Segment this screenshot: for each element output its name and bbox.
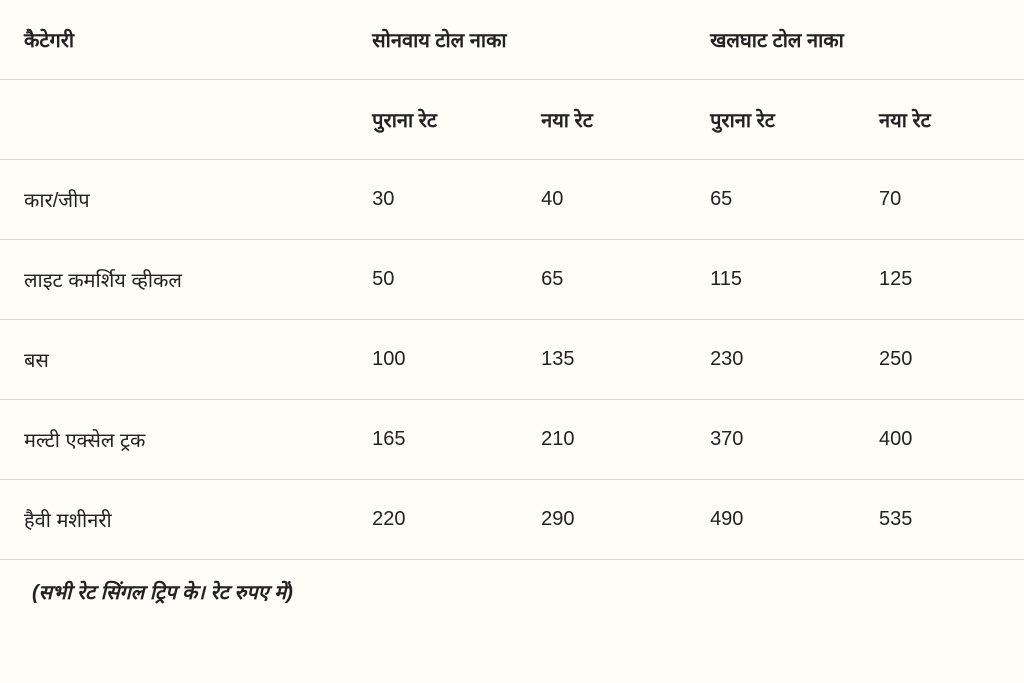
col-header-toll2-old: पुराना रेट bbox=[686, 80, 855, 160]
cell-category: हैवी मशीनरी bbox=[0, 480, 348, 560]
table-body: कार/जीप 30 40 65 70 लाइट कमर्शिय व्हीकल … bbox=[0, 160, 1024, 560]
cell-value: 370 bbox=[686, 400, 855, 480]
cell-value: 135 bbox=[517, 320, 686, 400]
cell-value: 400 bbox=[855, 400, 1024, 480]
table-row: बस 100 135 230 250 bbox=[0, 320, 1024, 400]
cell-category: लाइट कमर्शिय व्हीकल bbox=[0, 240, 348, 320]
cell-category: कार/जीप bbox=[0, 160, 348, 240]
table-row: मल्टी एक्सेल ट्रक 165 210 370 400 bbox=[0, 400, 1024, 480]
toll-rate-table: कैटेगरी सोनवाय टोल नाका खलघाट टोल नाका प… bbox=[0, 0, 1024, 560]
cell-value: 70 bbox=[855, 160, 1024, 240]
cell-value: 535 bbox=[855, 480, 1024, 560]
cell-value: 65 bbox=[517, 240, 686, 320]
cell-value: 220 bbox=[348, 480, 517, 560]
cell-value: 210 bbox=[517, 400, 686, 480]
col-header-toll1: सोनवाय टोल नाका bbox=[348, 0, 686, 80]
cell-value: 250 bbox=[855, 320, 1024, 400]
cell-value: 65 bbox=[686, 160, 855, 240]
col-header-toll1-new: नया रेट bbox=[517, 80, 686, 160]
cell-value: 230 bbox=[686, 320, 855, 400]
table-row: हैवी मशीनरी 220 290 490 535 bbox=[0, 480, 1024, 560]
cell-value: 100 bbox=[348, 320, 517, 400]
table-footnote: (सभी रेट सिंगल ट्रिप के। रेट रुपए में) bbox=[0, 560, 1024, 605]
cell-value: 30 bbox=[348, 160, 517, 240]
table-row: लाइट कमर्शिय व्हीकल 50 65 115 125 bbox=[0, 240, 1024, 320]
col-header-toll1-old: पुराना रेट bbox=[348, 80, 517, 160]
cell-value: 115 bbox=[686, 240, 855, 320]
cell-category: मल्टी एक्सेल ट्रक bbox=[0, 400, 348, 480]
col-header-category: कैटेगरी bbox=[0, 0, 348, 80]
cell-value: 40 bbox=[517, 160, 686, 240]
col-header-empty bbox=[0, 80, 348, 160]
table-header-row-1: कैटेगरी सोनवाय टोल नाका खलघाट टोल नाका bbox=[0, 0, 1024, 80]
cell-value: 125 bbox=[855, 240, 1024, 320]
cell-value: 165 bbox=[348, 400, 517, 480]
cell-value: 290 bbox=[517, 480, 686, 560]
cell-value: 50 bbox=[348, 240, 517, 320]
col-header-toll2: खलघाट टोल नाका bbox=[686, 0, 1024, 80]
col-header-toll2-new: नया रेट bbox=[855, 80, 1024, 160]
table-header-row-2: पुराना रेट नया रेट पुराना रेट नया रेट bbox=[0, 80, 1024, 160]
cell-value: 490 bbox=[686, 480, 855, 560]
cell-category: बस bbox=[0, 320, 348, 400]
table-row: कार/जीप 30 40 65 70 bbox=[0, 160, 1024, 240]
